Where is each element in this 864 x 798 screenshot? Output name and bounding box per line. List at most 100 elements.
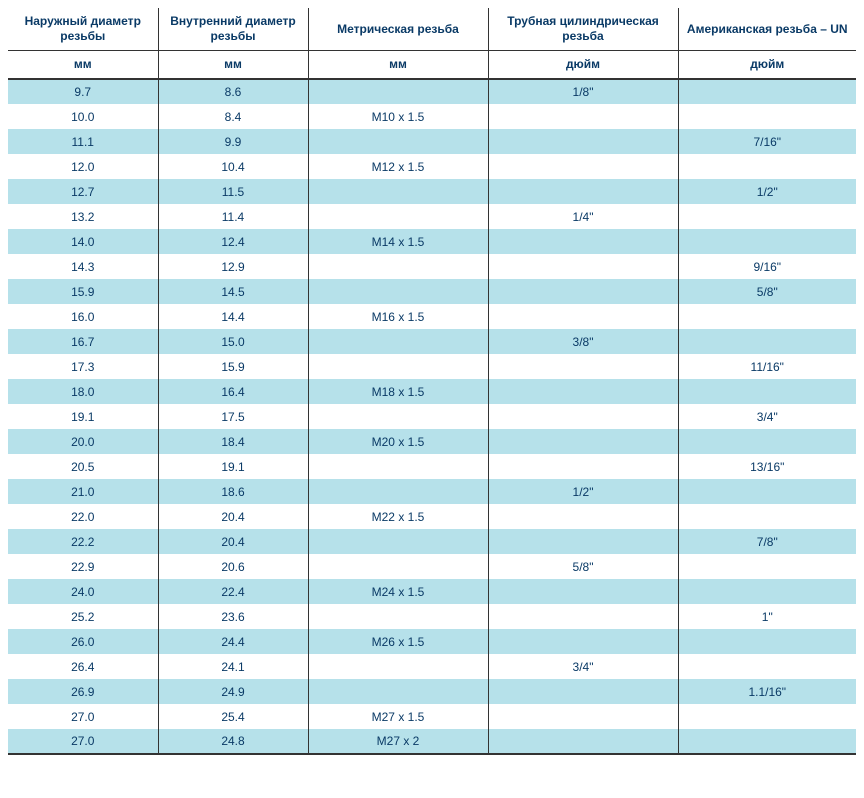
table-row: 10.08.4M10 x 1.5 — [8, 104, 856, 129]
table-row: 26.024.4M26 x 1.5 — [8, 629, 856, 654]
cell-outer: 20.5 — [8, 454, 158, 479]
cell-outer: 14.0 — [8, 229, 158, 254]
cell-inner: 16.4 — [158, 379, 308, 404]
cell-metric: M27 x 1.5 — [308, 704, 488, 729]
cell-pipe: 1/8" — [488, 79, 678, 104]
cell-outer: 14.3 — [8, 254, 158, 279]
cell-un — [678, 729, 856, 754]
cell-inner: 20.4 — [158, 529, 308, 554]
cell-inner: 25.4 — [158, 704, 308, 729]
table-row: 22.020.4M22 x 1.5 — [8, 504, 856, 529]
cell-pipe: 1/4" — [488, 204, 678, 229]
cell-inner: 18.4 — [158, 429, 308, 454]
cell-pipe — [488, 629, 678, 654]
cell-outer: 17.3 — [8, 354, 158, 379]
table-row: 27.025.4M27 x 1.5 — [8, 704, 856, 729]
table-row: 12.010.4M12 x 1.5 — [8, 154, 856, 179]
cell-pipe — [488, 529, 678, 554]
cell-outer: 16.0 — [8, 304, 158, 329]
cell-outer: 9.7 — [8, 79, 158, 104]
table-row: 26.424.13/4" — [8, 654, 856, 679]
cell-un — [678, 554, 856, 579]
cell-un — [678, 154, 856, 179]
cell-un — [678, 579, 856, 604]
cell-inner: 23.6 — [158, 604, 308, 629]
col-header-metric: Метрическая резьба — [308, 8, 488, 51]
cell-outer: 11.1 — [8, 129, 158, 154]
cell-un — [678, 654, 856, 679]
cell-metric: M12 x 1.5 — [308, 154, 488, 179]
table-row: 22.220.47/8" — [8, 529, 856, 554]
cell-inner: 15.9 — [158, 354, 308, 379]
cell-pipe — [488, 454, 678, 479]
cell-metric — [308, 404, 488, 429]
table-row: 21.018.61/2" — [8, 479, 856, 504]
cell-inner: 24.8 — [158, 729, 308, 754]
cell-pipe — [488, 304, 678, 329]
cell-metric: M20 x 1.5 — [308, 429, 488, 454]
cell-un: 9/16" — [678, 254, 856, 279]
cell-un — [678, 504, 856, 529]
thread-size-table: Наружный диаметр резьбы Внутренний диаме… — [8, 8, 856, 755]
cell-metric: M24 x 1.5 — [308, 579, 488, 604]
cell-outer: 20.0 — [8, 429, 158, 454]
cell-outer: 24.0 — [8, 579, 158, 604]
cell-outer: 16.7 — [8, 329, 158, 354]
table-row: 26.924.91.1/16" — [8, 679, 856, 704]
cell-pipe: 3/8" — [488, 329, 678, 354]
table-row: 16.014.4M16 x 1.5 — [8, 304, 856, 329]
cell-inner: 20.6 — [158, 554, 308, 579]
table-row: 13.211.41/4" — [8, 204, 856, 229]
cell-outer: 26.0 — [8, 629, 158, 654]
cell-un: 5/8" — [678, 279, 856, 304]
cell-pipe: 5/8" — [488, 554, 678, 579]
cell-un: 7/16" — [678, 129, 856, 154]
cell-pipe: 3/4" — [488, 654, 678, 679]
cell-metric: M27 x 2 — [308, 729, 488, 754]
cell-inner: 9.9 — [158, 129, 308, 154]
cell-metric — [308, 354, 488, 379]
cell-inner: 14.4 — [158, 304, 308, 329]
cell-pipe — [488, 404, 678, 429]
cell-outer: 10.0 — [8, 104, 158, 129]
cell-pipe — [488, 104, 678, 129]
cell-un — [678, 329, 856, 354]
col-header-un: Американская резьба – UN — [678, 8, 856, 51]
cell-metric: M22 x 1.5 — [308, 504, 488, 529]
cell-un — [678, 104, 856, 129]
table-body: 9.78.61/8"10.08.4M10 x 1.511.19.97/16"12… — [8, 79, 856, 754]
cell-pipe — [488, 154, 678, 179]
cell-outer: 27.0 — [8, 729, 158, 754]
header-row-units: мм мм мм дюйм дюйм — [8, 51, 856, 80]
table-row: 14.012.4M14 x 1.5 — [8, 229, 856, 254]
cell-pipe — [488, 729, 678, 754]
col-unit-metric: мм — [308, 51, 488, 80]
table-row: 17.315.911/16" — [8, 354, 856, 379]
table-row: 20.519.113/16" — [8, 454, 856, 479]
cell-un — [678, 704, 856, 729]
cell-metric — [308, 529, 488, 554]
col-unit-pipe: дюйм — [488, 51, 678, 80]
table-row: 20.018.4M20 x 1.5 — [8, 429, 856, 454]
cell-un: 3/4" — [678, 404, 856, 429]
cell-un — [678, 304, 856, 329]
cell-un: 1.1/16" — [678, 679, 856, 704]
cell-pipe — [488, 179, 678, 204]
table-row: 12.711.51/2" — [8, 179, 856, 204]
cell-inner: 12.4 — [158, 229, 308, 254]
cell-inner: 24.9 — [158, 679, 308, 704]
cell-metric: M14 x 1.5 — [308, 229, 488, 254]
cell-inner: 12.9 — [158, 254, 308, 279]
cell-pipe — [488, 279, 678, 304]
cell-metric: M10 x 1.5 — [308, 104, 488, 129]
col-unit-outer: мм — [8, 51, 158, 80]
cell-pipe — [488, 704, 678, 729]
cell-outer: 21.0 — [8, 479, 158, 504]
cell-un: 1" — [678, 604, 856, 629]
cell-inner: 8.4 — [158, 104, 308, 129]
table-row: 15.914.55/8" — [8, 279, 856, 304]
cell-un: 7/8" — [678, 529, 856, 554]
cell-metric — [308, 179, 488, 204]
cell-inner: 24.1 — [158, 654, 308, 679]
cell-inner: 11.4 — [158, 204, 308, 229]
